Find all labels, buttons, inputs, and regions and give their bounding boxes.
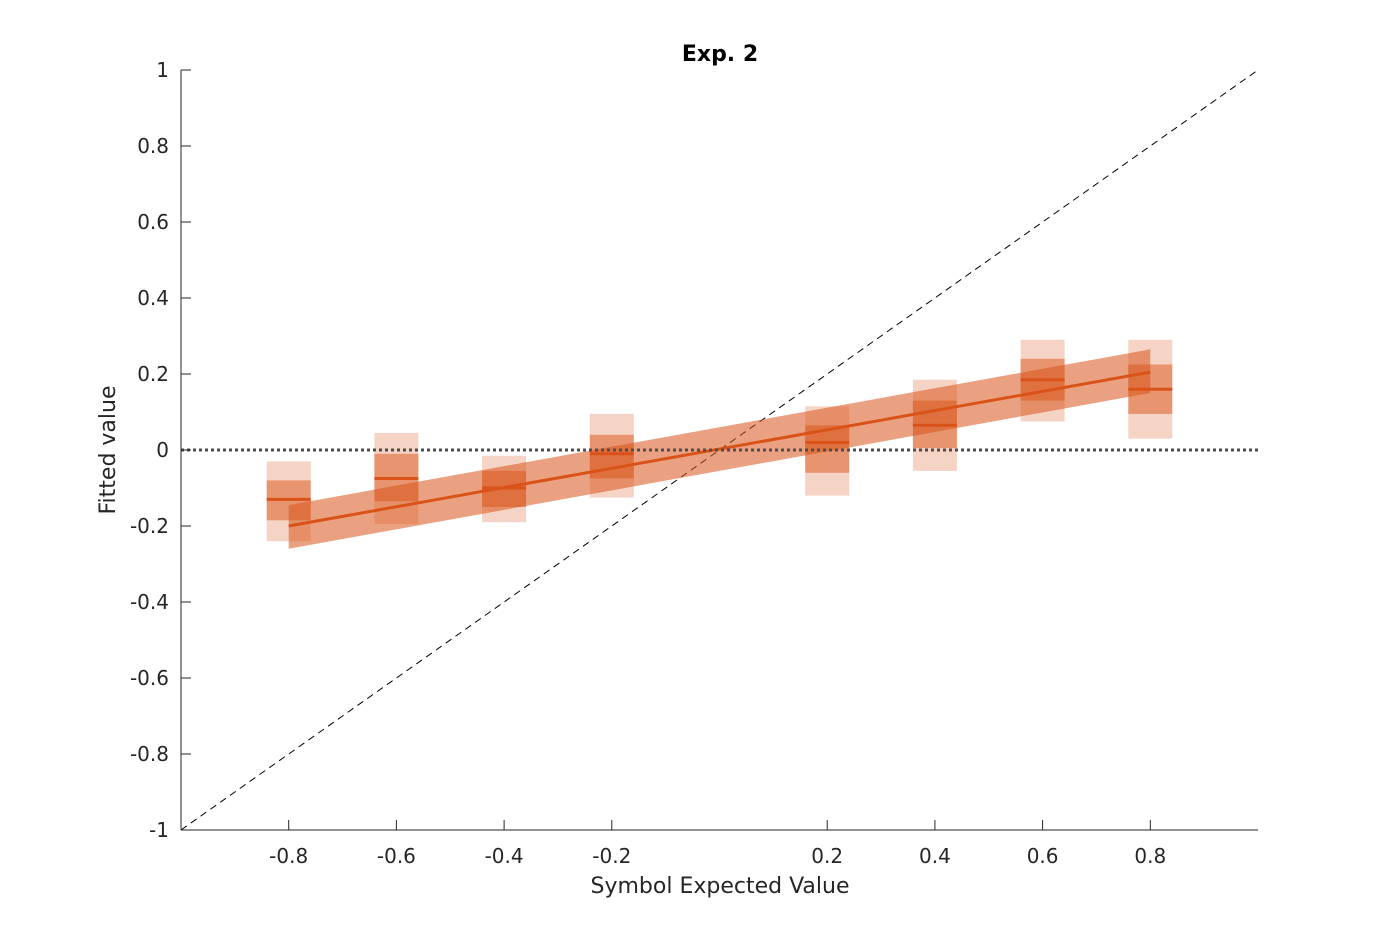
x-tick-label-7: 0.8	[1134, 844, 1166, 868]
y-tick-label-0: -1	[149, 818, 169, 842]
x-tick-label-2: -0.4	[485, 844, 524, 868]
x-tick-label-5: 0.4	[919, 844, 951, 868]
y-tick-label-9: 0.8	[137, 134, 169, 158]
plot-area	[180, 69, 1259, 831]
x-axis-label: Symbol Expected Value	[591, 874, 850, 899]
axes: -0.8 -0.6 -0.4 -0.2 0.2 0.4 0.6 0.8 -1 -0.8 -0.6 -0…	[130, 58, 1258, 868]
y-tick-label-7: 0.4	[137, 286, 169, 310]
y-tick-label-8: 0.6	[137, 210, 169, 234]
x-tick-label-6: 0.6	[1027, 844, 1059, 868]
y-tick-label-1: -0.8	[130, 742, 169, 766]
y-tick-label-5: 0	[156, 438, 169, 462]
x-tick-label-1: -0.6	[377, 844, 416, 868]
y-tick-label-6: 0.2	[137, 362, 169, 386]
x-tick-label-3: -0.2	[592, 844, 631, 868]
y-tick-label-10: 1	[156, 58, 169, 82]
x-tick-label-4: 0.2	[811, 844, 843, 868]
chart-title: Exp. 2	[682, 42, 758, 67]
identity-line	[180, 69, 1259, 831]
y-tick-label-4: -0.2	[130, 514, 169, 538]
y-tick-label-2: -0.6	[130, 666, 169, 690]
x-tick-label-0: -0.8	[269, 844, 308, 868]
y-axis-label: Fitted value	[96, 385, 121, 514]
y-tick-label-3: -0.4	[130, 590, 169, 614]
fit-line	[288, 370, 1151, 528]
